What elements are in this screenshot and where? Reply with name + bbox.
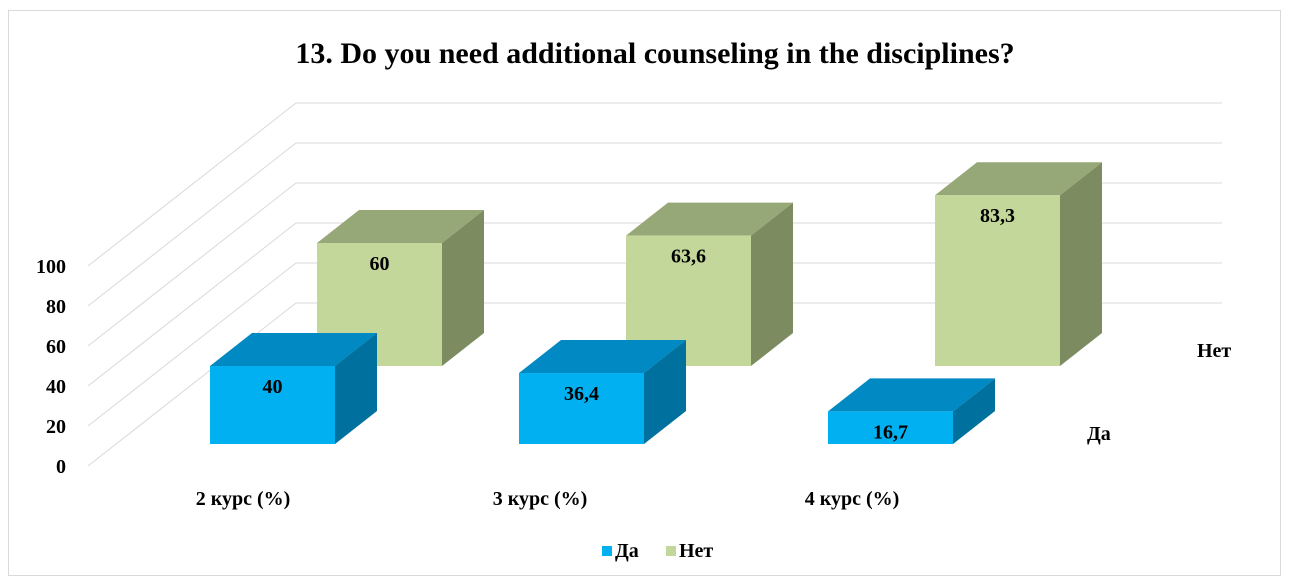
legend-swatch	[602, 546, 612, 556]
bar-side	[335, 333, 377, 444]
legend: Да Нет	[602, 540, 713, 562]
series-axis-label-no: Нет	[1197, 340, 1231, 362]
gridline-side	[87, 222, 297, 387]
bar-top	[626, 202, 793, 236]
data-label: 63,6	[671, 246, 706, 268]
y-axis-ticks: 0 20 40 60 80 100	[36, 256, 66, 478]
chart-title: 13. Do you need additional counseling in…	[295, 37, 1014, 70]
gridline-side	[87, 262, 297, 427]
bar-top	[519, 340, 686, 374]
data-label: 40	[263, 376, 283, 398]
legend-swatch	[666, 546, 676, 556]
bar-side	[1060, 162, 1102, 366]
bar-face	[828, 411, 953, 444]
depth-axis-series-labels: Нет Да	[1087, 340, 1231, 445]
y-tick-label: 60	[46, 336, 66, 358]
y-tick-label: 100	[36, 256, 66, 278]
category-label: 2 курс (%)	[196, 488, 291, 510]
series-axis-label-yes: Да	[1087, 423, 1111, 445]
bar-yes-2: 36,4	[519, 340, 686, 444]
bar-top	[828, 378, 995, 412]
bar-side	[644, 340, 686, 444]
data-label: 16,7	[873, 421, 908, 443]
gridline-side	[87, 102, 297, 267]
data-label: 83,3	[980, 205, 1015, 227]
bar-side	[751, 202, 793, 366]
bar-yes-3: 16,7	[828, 378, 995, 444]
legend-label: Да	[615, 540, 639, 562]
category-label: 3 курс (%)	[493, 488, 588, 510]
bar-top	[935, 162, 1102, 196]
legend-item-2: Нет	[666, 540, 713, 562]
bar-face	[519, 373, 644, 444]
legend-label: Нет	[679, 540, 713, 562]
category-label: 4 курс (%)	[805, 488, 900, 510]
series-yes-bars: 40 36,4 16,7	[210, 333, 995, 444]
y-tick-label: 40	[46, 376, 66, 398]
bar-face	[210, 366, 335, 444]
bar-side	[953, 378, 995, 444]
bar-side	[442, 210, 484, 366]
series-no-bars: 60 63,6 83,3	[317, 162, 1102, 366]
data-label: 36,4	[564, 383, 599, 405]
legend-item-1: Да	[602, 540, 639, 562]
bar-yes-1: 40	[210, 333, 377, 444]
gridline-side	[87, 182, 297, 347]
bar-top	[317, 210, 484, 243]
y-tick-label: 80	[46, 296, 66, 318]
x-axis-categories: 2 курс (%) 3 курс (%) 4 курс (%)	[196, 488, 900, 510]
bar-face	[935, 195, 1060, 366]
gridline-side	[87, 302, 297, 467]
y-tick-label: 20	[46, 416, 66, 438]
data-label: 60	[370, 253, 390, 275]
bar-no-3: 83,3	[935, 162, 1102, 366]
y-tick-label: 0	[56, 456, 66, 478]
gridline-side	[87, 142, 297, 307]
bar-top	[210, 333, 377, 366]
